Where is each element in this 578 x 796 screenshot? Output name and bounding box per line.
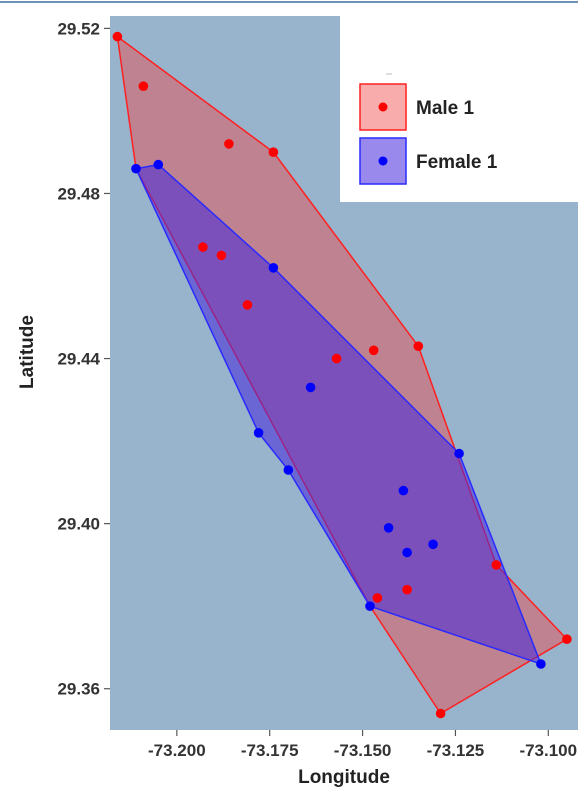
point-female bbox=[153, 159, 164, 170]
x-axis: -73.200 -73.175 -73.150 -73.125 -73.100 bbox=[148, 730, 577, 760]
x-tick-label: -73.175 bbox=[241, 741, 299, 760]
x-tick-label: -73.200 bbox=[148, 741, 206, 760]
point-female bbox=[398, 485, 409, 496]
point-female bbox=[454, 448, 464, 459]
x-tick-label: -73.125 bbox=[427, 741, 485, 760]
point-male bbox=[435, 708, 446, 719]
point-female bbox=[131, 163, 141, 174]
legend-label-male: Male 1 bbox=[416, 98, 475, 119]
point-male bbox=[224, 139, 234, 149]
point-male bbox=[198, 242, 208, 252]
point-male bbox=[331, 353, 342, 364]
point-male bbox=[216, 250, 227, 261]
point-female bbox=[402, 547, 412, 558]
x-tick-label: -73.100 bbox=[519, 741, 577, 760]
point-male bbox=[402, 584, 412, 595]
y-tick-label: 29.40 bbox=[57, 515, 100, 534]
point-female bbox=[536, 659, 546, 669]
point-male bbox=[268, 147, 279, 157]
legend-point-male bbox=[378, 102, 388, 112]
point-female bbox=[365, 601, 375, 611]
y-tick-label: 29.48 bbox=[57, 184, 100, 203]
point-female bbox=[428, 539, 438, 550]
legend-label-female: Female 1 bbox=[416, 152, 498, 173]
point-female bbox=[283, 465, 294, 475]
y-axis-title: Latitude bbox=[17, 315, 38, 389]
legend-point-female bbox=[378, 156, 388, 166]
y-tick-label: 29.52 bbox=[57, 19, 100, 38]
point-male bbox=[562, 634, 572, 644]
point-male bbox=[491, 560, 502, 570]
point-female bbox=[253, 428, 264, 438]
point-male bbox=[372, 593, 383, 603]
points-layer bbox=[112, 31, 572, 719]
point-female bbox=[268, 263, 279, 273]
point-female bbox=[305, 382, 316, 393]
point-male bbox=[242, 300, 253, 310]
x-axis-title: Longitude bbox=[298, 767, 390, 788]
y-axis: 29.36 29.40 29.44 29.48 29.52 bbox=[57, 19, 110, 699]
legend: Male 1 Female 1 bbox=[340, 16, 578, 202]
y-tick-label: 29.36 bbox=[57, 680, 100, 699]
point-male bbox=[368, 345, 379, 356]
point-male bbox=[138, 81, 149, 91]
point-male bbox=[413, 341, 424, 352]
point-male bbox=[112, 31, 123, 42]
y-tick-label: 29.44 bbox=[57, 350, 100, 369]
point-female bbox=[383, 523, 394, 533]
x-tick-label: -73.150 bbox=[334, 741, 392, 760]
